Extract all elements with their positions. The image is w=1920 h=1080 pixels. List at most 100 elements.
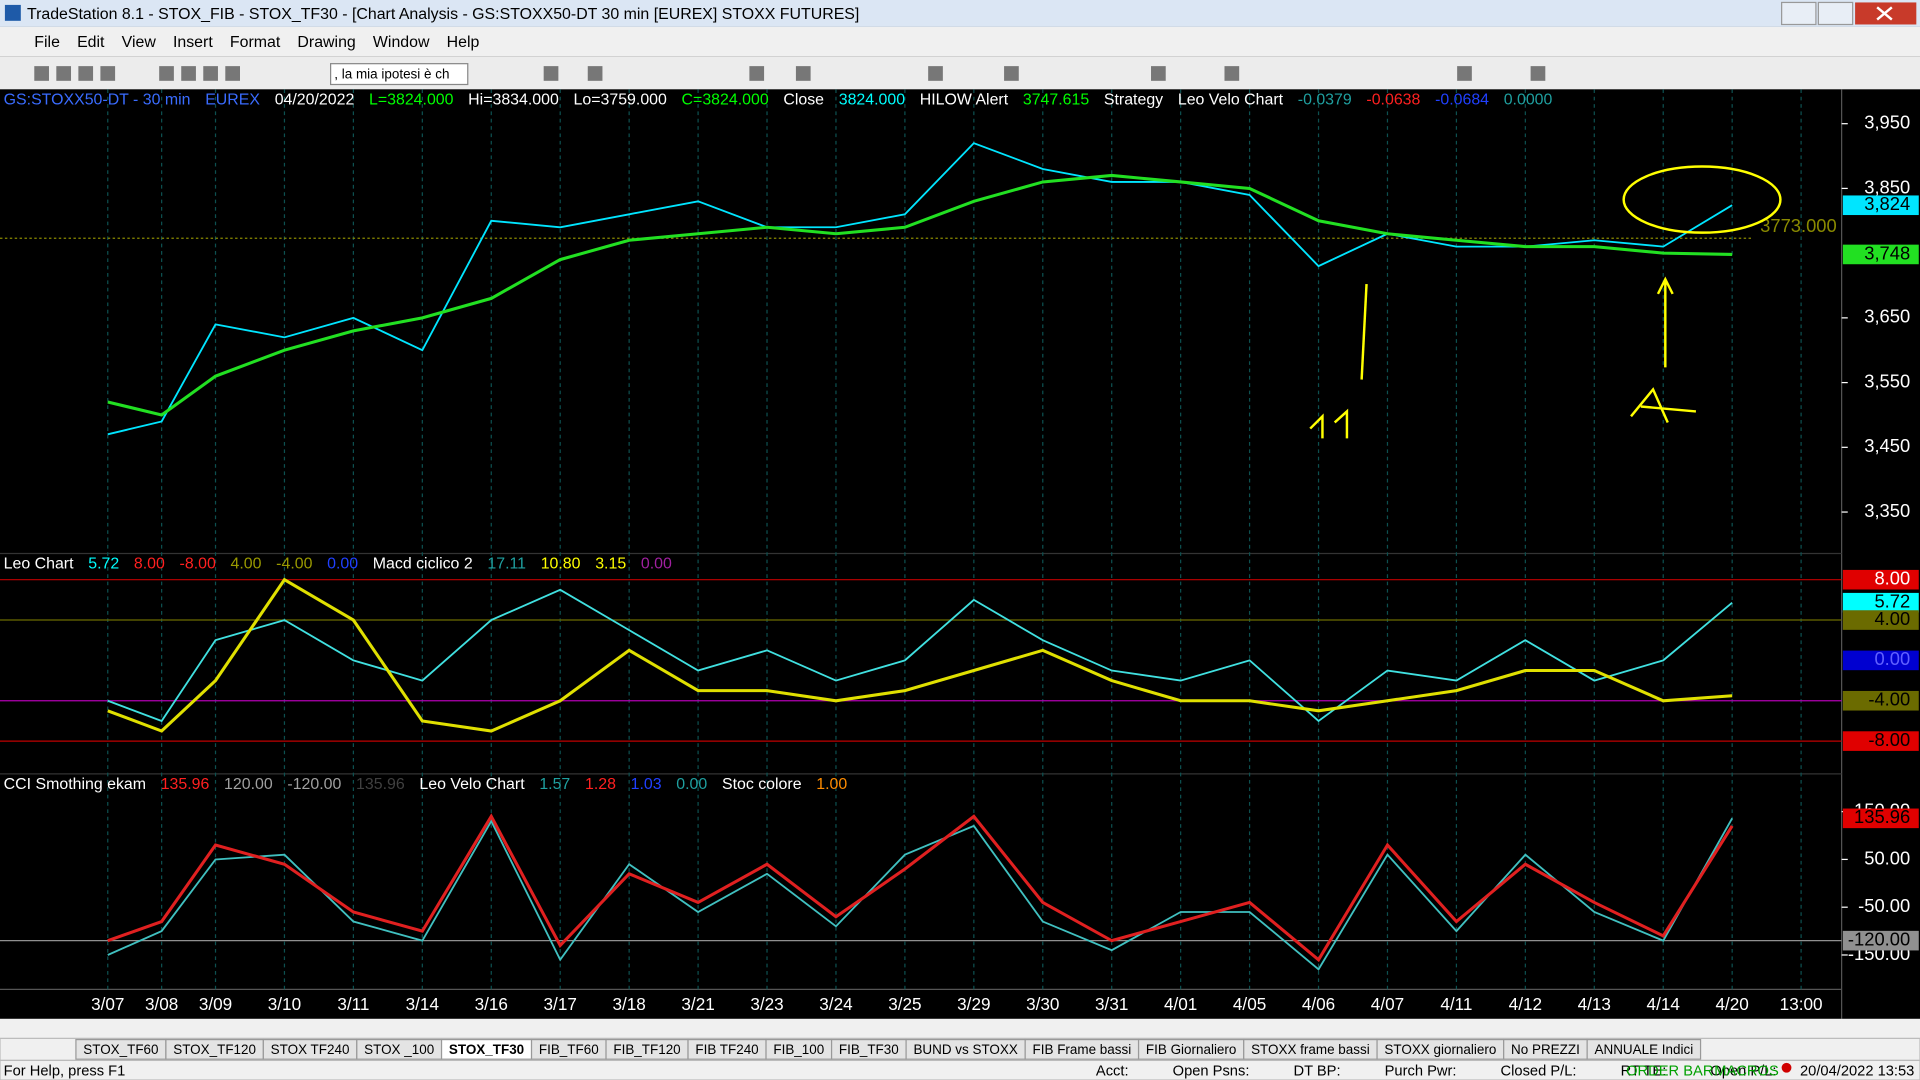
drawn-arrow xyxy=(1656,276,1674,368)
menu-item[interactable]: File xyxy=(34,34,60,51)
combo-box[interactable] xyxy=(330,63,469,86)
drawn-ellipse xyxy=(1622,165,1782,234)
tool-icon[interactable] xyxy=(587,66,603,81)
series-line xyxy=(107,173,1733,417)
tool-icon[interactable] xyxy=(78,66,94,81)
tab-label[interactable]: FIB_TF60 xyxy=(539,1042,599,1057)
x-tick-label: 4/11 xyxy=(1440,994,1472,1014)
series-line xyxy=(107,817,1733,971)
tab-label[interactable]: STOX _100 xyxy=(364,1042,434,1057)
x-tick-label: 3/17 xyxy=(544,994,577,1014)
x-tick-label: 4/06 xyxy=(1302,994,1335,1014)
tab-label[interactable]: STOX_TF30 xyxy=(449,1042,524,1057)
macros[interactable]: MACROS xyxy=(1714,1063,1779,1079)
x-tick-label: 3/10 xyxy=(268,994,301,1014)
tab-label[interactable]: BUND vs STOXX xyxy=(913,1042,1017,1057)
tool-icon[interactable] xyxy=(203,66,218,81)
tool-icon[interactable] xyxy=(181,66,196,81)
status: For Help, press F1 Acct: Open Psns: DT BP: P… xyxy=(4,1062,1914,1079)
scroll-bar[interactable] xyxy=(0,1018,1920,1039)
window-title: TradeStation 8.1 - STOX_FIB - STOX_TF30 … xyxy=(27,6,859,23)
legend-text: 1.00 xyxy=(816,776,847,793)
y-tick-label: 3,850 xyxy=(1864,176,1910,197)
close-icon xyxy=(1876,6,1893,21)
legend-text: 5.72 xyxy=(88,556,119,573)
tab-label[interactable]: FIB_TF30 xyxy=(839,1042,899,1057)
tab-label[interactable]: STOXX giornaliero xyxy=(1384,1042,1496,1057)
tab-label[interactable]: FIB_100 xyxy=(773,1042,824,1057)
price-marker xyxy=(1842,731,1919,751)
series-line xyxy=(107,577,1733,733)
legend-text: Close xyxy=(783,92,824,109)
x-tick-label: 3/14 xyxy=(406,994,440,1014)
tab-label[interactable]: STOX_TF120 xyxy=(173,1042,256,1057)
title-bar xyxy=(0,0,1920,27)
menu-bar xyxy=(0,26,1920,57)
legend-text: Hi=3834.000 xyxy=(468,92,559,109)
tool-icon[interactable] xyxy=(928,66,943,81)
legend-text: 0.00 xyxy=(327,556,358,573)
tool-icon[interactable] xyxy=(225,66,240,81)
tool-icon[interactable] xyxy=(1457,66,1472,81)
tab[interactable] xyxy=(1586,1038,1702,1060)
menu-item[interactable]: Edit xyxy=(77,34,105,51)
x-tick-label: 3/30 xyxy=(1026,994,1059,1014)
order-bar[interactable]: ORDER BAR xyxy=(1626,1063,1713,1079)
tab-label[interactable]: No PREZZI xyxy=(1511,1042,1580,1057)
legend-text: 135.96 xyxy=(356,776,405,793)
tab-label[interactable]: STOX TF240 xyxy=(271,1042,350,1057)
menu-item[interactable]: Drawing xyxy=(297,34,355,51)
menu-item[interactable]: Help xyxy=(447,34,480,51)
y-tick-label: -50.00 xyxy=(1858,895,1910,916)
tool-icon[interactable] xyxy=(795,66,811,81)
status-help: For Help, press F1 xyxy=(4,1063,126,1079)
tab-label[interactable]: FIB Giornaliero xyxy=(1146,1042,1236,1057)
tool-icon[interactable] xyxy=(543,66,559,81)
tool-icon[interactable] xyxy=(100,66,116,81)
status-field: Purch Pwr: xyxy=(1385,1063,1457,1079)
tool-icon[interactable] xyxy=(34,66,49,81)
legend-text: -4.00 xyxy=(276,556,312,573)
tool-icon[interactable] xyxy=(56,66,72,81)
minimize-button[interactable] xyxy=(1781,1,1817,26)
legend-text: GS:STOXX50-DT - 30 min xyxy=(4,92,191,109)
tab-label[interactable]: STOX_TF60 xyxy=(83,1042,158,1057)
y-tick-label: 3,950 xyxy=(1864,112,1910,133)
tool-icon[interactable] xyxy=(1530,66,1546,81)
menu-item[interactable]: Insert xyxy=(173,34,213,51)
price-marker-label: 3,824 xyxy=(1864,193,1910,214)
legend-text: Lo=3759.000 xyxy=(574,92,667,109)
tool-icon[interactable] xyxy=(1004,66,1019,81)
tab-label[interactable]: STOXX frame bassi xyxy=(1251,1042,1370,1057)
menu-item[interactable]: View xyxy=(122,34,157,51)
legend-text: 8.00 xyxy=(134,556,165,573)
status-field: Open Psns: xyxy=(1173,1063,1250,1079)
x-tick-label: 4/12 xyxy=(1509,994,1542,1014)
tool-icon[interactable] xyxy=(749,66,765,81)
legend-text: 10.80 xyxy=(541,556,581,573)
tab-label[interactable]: FIB Frame bassi xyxy=(1033,1042,1132,1057)
tab-label[interactable]: FIB_TF120 xyxy=(613,1042,680,1057)
legend-text: 3824.000 xyxy=(839,92,905,109)
legend-text: 17.11 xyxy=(487,556,526,573)
x-tick-label: 4/20 xyxy=(1715,994,1748,1014)
price-marker-label: 8.00 xyxy=(1874,568,1910,589)
tab-label[interactable]: ANNUALE Indici xyxy=(1595,1042,1694,1057)
tab-label[interactable]: FIB TF240 xyxy=(695,1042,758,1057)
x-tick-label: 3/16 xyxy=(475,994,508,1014)
tool-icon[interactable] xyxy=(1151,66,1166,81)
menu-item[interactable]: Format xyxy=(230,34,281,51)
price-marker xyxy=(1842,610,1919,630)
x-tick-label: 3/31 xyxy=(1095,994,1128,1014)
series-line xyxy=(107,588,1733,723)
tool-icon[interactable] xyxy=(159,66,174,81)
menu-item[interactable]: Window xyxy=(373,34,430,51)
maximize-button[interactable] xyxy=(1817,1,1854,26)
hand-drawing xyxy=(1309,165,1782,439)
tool-icon[interactable] xyxy=(1224,66,1240,81)
legend-text: 0.0000 xyxy=(1504,92,1553,109)
price-marker-label: 0.00 xyxy=(1874,648,1910,669)
x-tick-label: 3/29 xyxy=(957,994,990,1014)
drawn-scribble xyxy=(1309,408,1349,439)
